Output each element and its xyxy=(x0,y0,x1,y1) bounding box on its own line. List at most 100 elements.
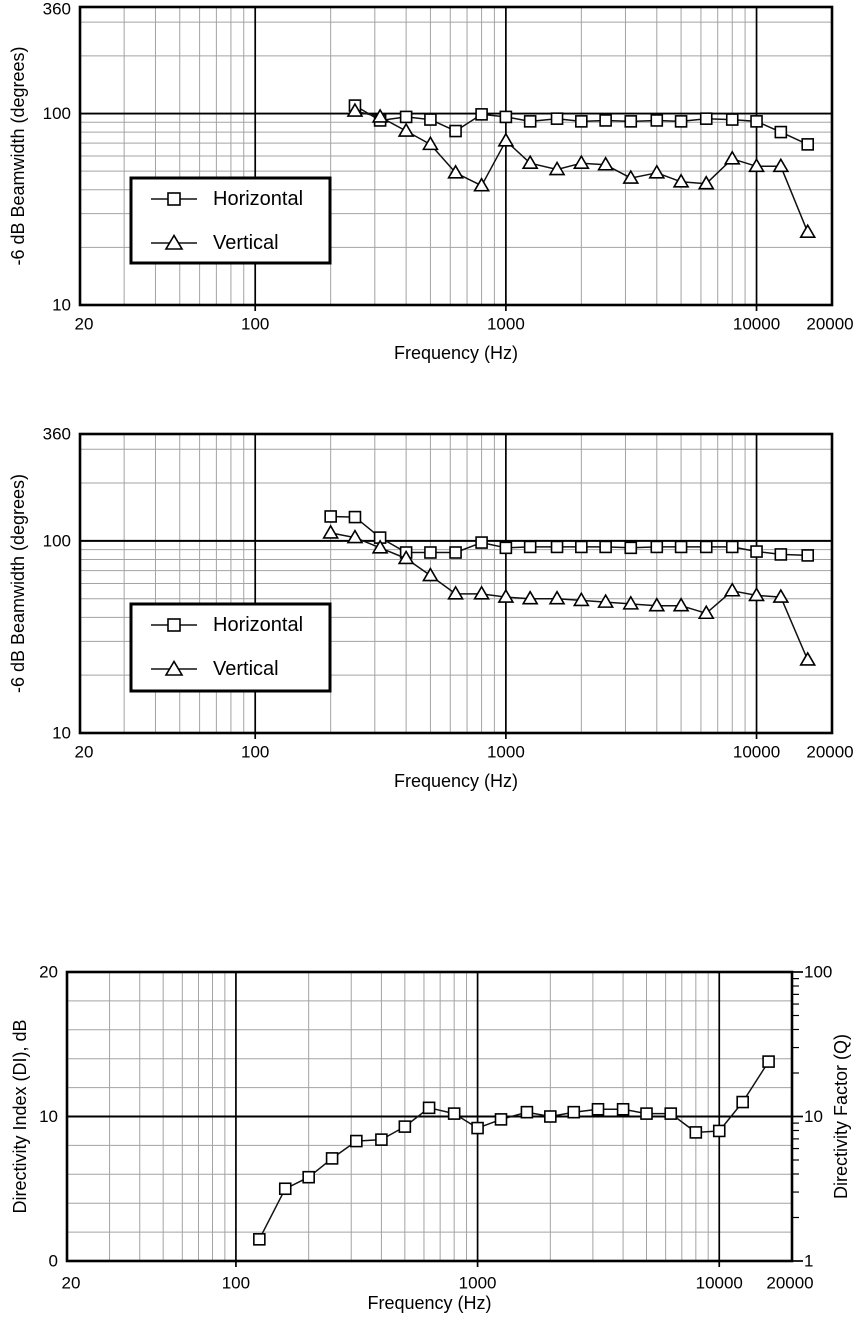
x-axis-title: Frequency (Hz) xyxy=(394,343,518,363)
y-tick-label: 20 xyxy=(39,963,58,982)
x-tick-label: 20000 xyxy=(806,315,853,334)
y-tick-label: 10 xyxy=(39,1107,58,1126)
marker-triangle xyxy=(672,597,690,612)
x-tick-label: 10000 xyxy=(733,743,780,762)
x-tick-label: 20 xyxy=(75,743,94,762)
right-y-tick-label: 100 xyxy=(804,963,832,982)
y-tick-label: 360 xyxy=(43,425,71,444)
marker-square xyxy=(750,115,763,128)
marker-triangle xyxy=(622,595,640,610)
right-y-tick-label: 10 xyxy=(804,1107,823,1126)
x-tick-label: 20 xyxy=(62,1274,81,1293)
right-y-tick-label: 1 xyxy=(804,1252,813,1271)
marker-square xyxy=(650,540,664,554)
marker-square xyxy=(774,548,788,561)
marker-triangle xyxy=(473,177,490,192)
marker-triangle xyxy=(799,223,817,238)
marker-triangle xyxy=(748,586,765,602)
marker-square xyxy=(699,540,713,554)
x-tick-label: 1000 xyxy=(487,315,525,334)
legend-box: Horizontal Vertical xyxy=(129,602,332,693)
marker-square xyxy=(801,549,815,562)
marker-square xyxy=(494,1113,508,1126)
marker-triangle xyxy=(672,173,690,188)
marker-square xyxy=(725,540,739,554)
marker-triangle xyxy=(597,156,615,171)
marker-triangle xyxy=(497,132,515,147)
y-tick-label: 10 xyxy=(52,724,71,743)
marker-triangle xyxy=(322,524,340,539)
y-axis-title: -6 dB Beamwidth (degrees) xyxy=(8,46,28,265)
marker-square xyxy=(591,1102,605,1116)
marker-square xyxy=(567,1105,581,1119)
plot-border xyxy=(78,5,834,307)
marker-square xyxy=(167,192,181,206)
marker-square xyxy=(774,125,788,139)
marker-triangle xyxy=(723,582,741,597)
marker-square xyxy=(801,138,815,151)
marker-square xyxy=(699,112,713,125)
marker-square xyxy=(762,1055,775,1068)
marker-triangle xyxy=(447,164,464,179)
legend-item-label: Horizontal xyxy=(213,614,303,636)
x-tick-label: 100 xyxy=(241,315,269,334)
marker-square xyxy=(550,112,564,125)
marker-triangle xyxy=(772,588,790,603)
marker-triangle xyxy=(622,169,640,184)
marker-triangle xyxy=(799,651,817,666)
marker-square xyxy=(674,115,688,128)
marker-square xyxy=(399,110,413,124)
y-tick-label: 100 xyxy=(43,104,71,123)
marker-triangle xyxy=(572,154,590,170)
marker-square xyxy=(664,1107,678,1120)
marker-square xyxy=(324,510,337,523)
marker-square xyxy=(475,536,488,549)
x-tick-label: 10000 xyxy=(733,315,780,334)
x-tick-label: 1000 xyxy=(487,743,525,762)
marker-square xyxy=(575,115,588,128)
marker-square xyxy=(499,541,513,555)
marker-triangle xyxy=(521,154,539,170)
marker-square xyxy=(523,115,537,128)
legend-item-label: Horizontal xyxy=(213,188,303,210)
marker-triangle xyxy=(422,135,439,151)
marker-square xyxy=(689,1126,703,1139)
marker-square xyxy=(278,1182,292,1196)
plot-border xyxy=(65,970,794,1263)
marker-square xyxy=(599,114,612,127)
marker-square xyxy=(736,1095,749,1109)
y-tick-label: 0 xyxy=(49,1252,58,1271)
marker-square xyxy=(550,540,564,554)
marker-square xyxy=(624,115,638,128)
x-tick-label: 100 xyxy=(222,1274,250,1293)
marker-triangle xyxy=(447,585,464,600)
marker-triangle xyxy=(697,175,715,190)
marker-triangle xyxy=(572,591,590,607)
y-tick-label: 360 xyxy=(43,0,71,19)
marker-square xyxy=(725,113,739,126)
marker-square xyxy=(449,124,462,138)
marker-square xyxy=(422,1101,436,1115)
marker-triangle xyxy=(597,593,615,608)
marker-square xyxy=(475,108,488,121)
marker-square xyxy=(253,1233,266,1246)
right-y-axis-title: Directivity Factor (Q) xyxy=(831,1034,851,1199)
legend-box: Horizontal Vertical xyxy=(129,176,332,265)
marker-triangle xyxy=(548,160,566,176)
legend-item-label: Vertical xyxy=(213,658,279,680)
marker-square xyxy=(447,1107,461,1120)
marker-square xyxy=(350,1134,363,1148)
marker-square xyxy=(523,540,537,554)
legend-item-label: Vertical xyxy=(213,232,279,254)
marker-triangle xyxy=(164,233,184,250)
marker-triangle xyxy=(648,164,666,179)
marker-triangle xyxy=(497,588,515,603)
legend-border xyxy=(129,176,332,265)
beamwidth-chart-2: 20 100 1000 10000 20000 360 100 10 Frequency (Hz… xyxy=(8,425,854,792)
x-axis-title: Frequency (Hz) xyxy=(394,771,518,791)
marker-square xyxy=(712,1124,726,1138)
x-tick-label: 100 xyxy=(241,743,269,762)
marker-triangle xyxy=(371,539,389,554)
